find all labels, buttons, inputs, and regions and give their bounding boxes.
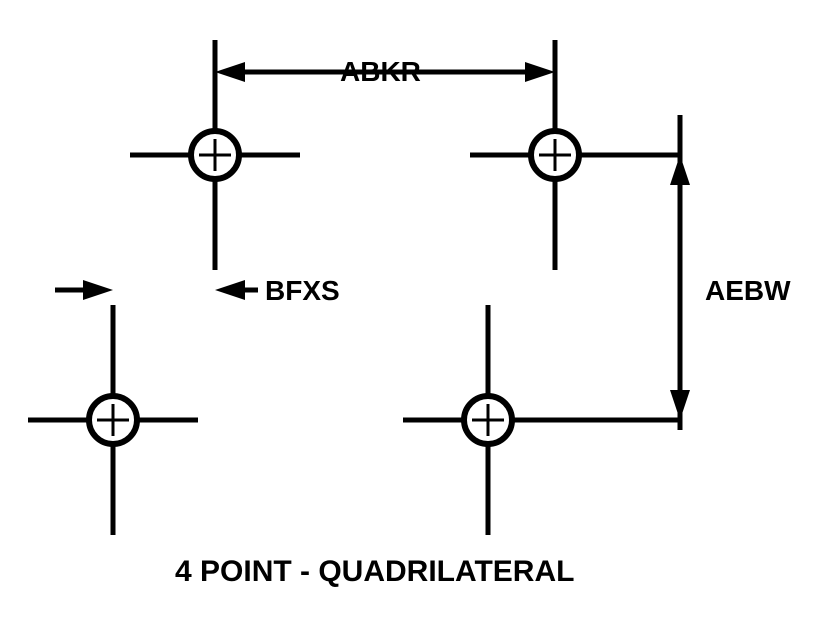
label-abkr: ABKR [340, 56, 421, 88]
dimension-bfxs [55, 280, 258, 300]
diagram-title: 4 POINT - QUADRILATERAL [175, 555, 574, 589]
label-aebw: AEBW [705, 275, 791, 307]
diagram-canvas [0, 0, 840, 630]
point-bottom-left [28, 305, 198, 535]
label-bfxs: BFXS [265, 275, 340, 307]
